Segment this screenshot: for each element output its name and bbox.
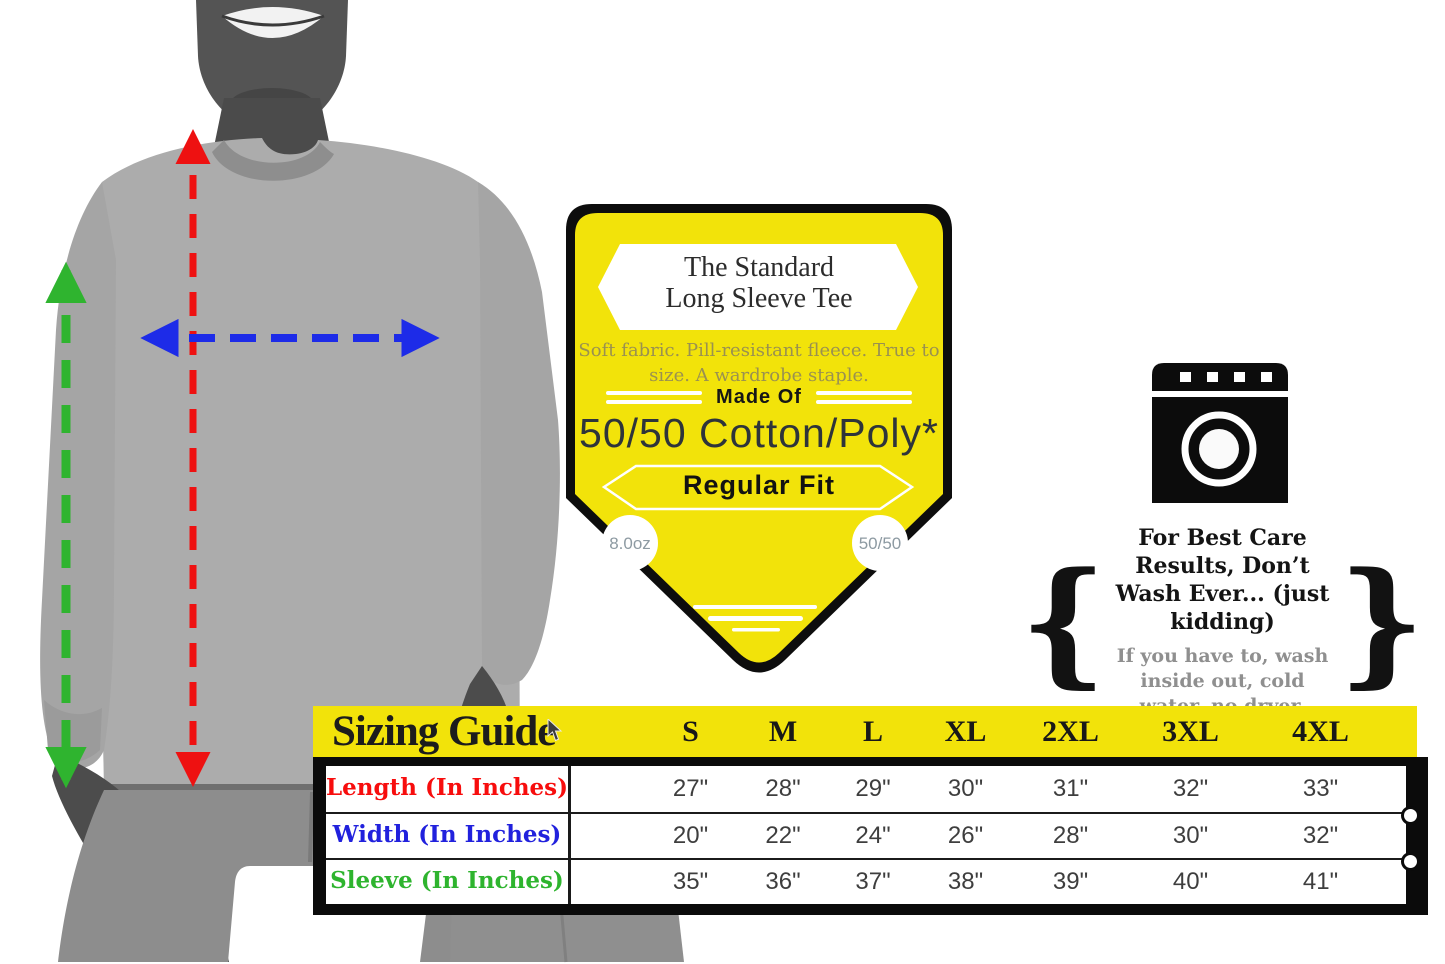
row-label-length: Length (In Inches) xyxy=(326,766,571,812)
table-row-length: Length (In Inches) 27" 28" 29" 30" 31" 3… xyxy=(326,766,1406,812)
size-cell: 40" xyxy=(1172,868,1209,895)
size-cell: 27" xyxy=(672,775,709,802)
sizing-table-header: Sizing Guide S M L XL 2XL 3XL 4XL xyxy=(313,706,1417,757)
size-col-l: L xyxy=(862,714,883,748)
badge-title-ribbon xyxy=(598,244,918,330)
size-cell: 20" xyxy=(672,822,709,849)
size-cell: 28" xyxy=(1052,822,1089,849)
row-label-sleeve: Sleeve (In Inches) xyxy=(326,860,571,904)
size-col-s: S xyxy=(682,714,699,748)
made-of-label: Made Of xyxy=(716,386,802,408)
care-title: For Best Care Results, Don’t Wash Ever..… xyxy=(1111,524,1334,636)
blend-badge: 50/50 xyxy=(858,534,902,553)
badge-fit: Regular Fit xyxy=(682,470,835,500)
size-cell: 31" xyxy=(1052,775,1089,802)
made-of-row: Made Of xyxy=(560,386,958,409)
row-divider-handle xyxy=(1401,852,1420,871)
size-col-3xl: 3XL xyxy=(1162,714,1219,748)
care-title-line2: Wash Ever... (just kidding) xyxy=(1115,581,1330,635)
blend-circle xyxy=(852,515,908,571)
size-cell: 33" xyxy=(1302,775,1339,802)
size-cell: 22" xyxy=(765,822,801,849)
sizing-table-body: Length (In Inches) 27" 28" 29" 30" 31" 3… xyxy=(313,757,1428,915)
size-cell: 24" xyxy=(855,822,891,849)
badge-description: Soft fabric. Pill-resistant fleece. True… xyxy=(560,338,958,388)
size-cell: 28" xyxy=(765,775,801,802)
product-badge: The Standard Long Sleeve Tee Soft fabric… xyxy=(560,198,958,684)
size-cell: 32" xyxy=(1302,822,1339,849)
table-row-width: Width (In Inches) 20" 22" 24" 26" 28" 30… xyxy=(326,812,1406,858)
care-title-line1: For Best Care Results, Don’t xyxy=(1135,525,1310,579)
badge-material: 50/50 Cotton/Poly* xyxy=(579,410,939,456)
size-cell: 38" xyxy=(947,868,984,895)
badge-title-line1: The Standard xyxy=(683,252,835,283)
left-brace-icon: { xyxy=(1020,541,1107,701)
sizing-guide-title: Sizing Guide xyxy=(332,708,556,755)
made-of-left-lines-icon xyxy=(606,391,703,404)
mouse-cursor-icon xyxy=(547,719,563,742)
size-cell: 30" xyxy=(1172,822,1209,849)
size-col-2xl: 2XL xyxy=(1042,714,1099,748)
size-cell: 32" xyxy=(1172,775,1209,802)
size-cell: 37" xyxy=(855,868,891,895)
size-col-xl: XL xyxy=(944,714,987,748)
badge-description-line1: Soft fabric. Pill-resistant fleece. True… xyxy=(578,340,940,361)
size-cell: 39" xyxy=(1052,868,1089,895)
size-col-m: M xyxy=(768,714,798,748)
badge-description-line2: size. A wardrobe staple. xyxy=(649,365,869,386)
size-cell: 26" xyxy=(947,822,984,849)
size-cell: 30" xyxy=(947,775,984,802)
care-subtitle-line1: If you have to, wash inside out, cold xyxy=(1116,645,1329,692)
weight-circle xyxy=(602,515,658,571)
badge-shield-shape xyxy=(566,204,952,673)
fit-ribbon-outline xyxy=(601,464,915,511)
badge-title: The Standard Long Sleeve Tee xyxy=(560,252,958,314)
weight-badge: 8.0oz xyxy=(609,534,651,553)
made-of-right-lines-icon xyxy=(815,391,912,404)
size-cell: 41" xyxy=(1302,868,1339,895)
size-cell: 35" xyxy=(672,868,709,895)
row-divider-handle xyxy=(1401,806,1420,825)
row-label-width: Width (In Inches) xyxy=(326,814,571,858)
size-col-4xl: 4XL xyxy=(1292,714,1349,748)
size-cell: 29" xyxy=(855,775,891,802)
right-brace-icon: } xyxy=(1338,541,1425,701)
badge-title-line2: Long Sleeve Tee xyxy=(665,283,853,314)
washing-machine-icon xyxy=(1152,363,1288,503)
size-cell: 36" xyxy=(765,868,801,895)
table-row-sleeve: Sleeve (In Inches) 35" 36" 37" 38" 39" 4… xyxy=(326,858,1406,904)
care-instructions: { For Best Care Results, Don’t Wash Ever… xyxy=(1020,524,1425,719)
